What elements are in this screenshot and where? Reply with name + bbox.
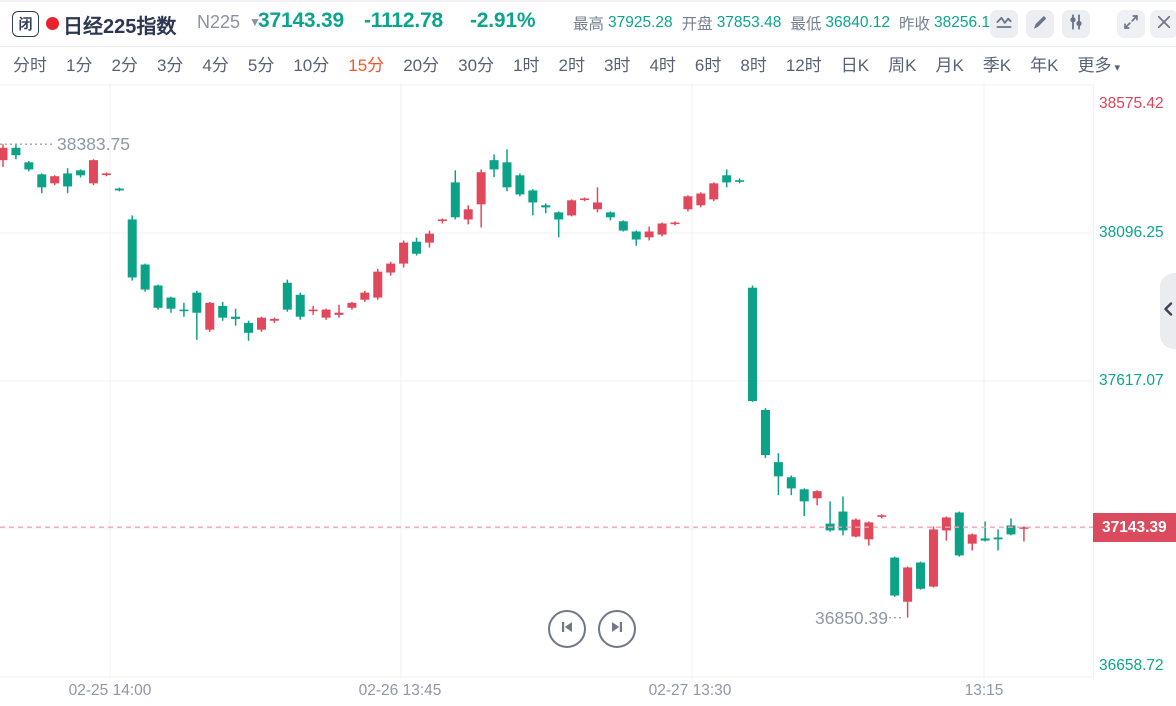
skip-forward-icon bbox=[607, 617, 627, 642]
axis-divider bbox=[1093, 83, 1094, 679]
tab-1时[interactable]: 1时 bbox=[513, 55, 540, 75]
tab-3分[interactable]: 3分 bbox=[156, 55, 184, 75]
tab-15分[interactable]: 15分 bbox=[348, 55, 385, 75]
session-high-annotation: 38383.75 bbox=[57, 134, 130, 155]
expand-icon bbox=[1122, 13, 1140, 36]
skip-backward-icon bbox=[557, 617, 577, 642]
x-axis-label-1: 02-26 13:45 bbox=[358, 682, 442, 699]
current-price: 37143.39 bbox=[258, 9, 344, 32]
side-panel-toggle[interactable] bbox=[1160, 273, 1176, 349]
draw-button[interactable] bbox=[1026, 10, 1054, 38]
tab-1分[interactable]: 1分 bbox=[66, 55, 93, 75]
tab-周K[interactable]: 周K bbox=[888, 55, 917, 75]
stat-label-3: 昨收 bbox=[899, 16, 931, 33]
interval-tabs: 分时 1分 2分 3分 4分 5分 10分 15分 20分 30分 1时 2时 3时 4时 6时 8时 12时日… bbox=[13, 46, 1173, 80]
tab-5分[interactable]: 5分 bbox=[247, 55, 275, 75]
tab-4时[interactable]: 4时 bbox=[649, 55, 676, 75]
y-axis-label-0: 38575.42 bbox=[1099, 95, 1164, 112]
stat-label-1: 开盘 bbox=[681, 16, 713, 33]
x-axis-label-0: 02-25 14:00 bbox=[68, 682, 152, 699]
replay-controls bbox=[548, 610, 636, 648]
tab-3时[interactable]: 3时 bbox=[603, 55, 631, 75]
tab-30分[interactable]: 30分 bbox=[458, 55, 495, 75]
index-symbol[interactable]: N225 bbox=[197, 12, 241, 32]
chart-style-button[interactable] bbox=[990, 10, 1018, 38]
tab-4分[interactable]: 4分 bbox=[202, 55, 229, 75]
indicator-button[interactable] bbox=[1062, 10, 1090, 38]
skip-to-end-button[interactable] bbox=[598, 610, 636, 648]
tab-2分[interactable]: 2分 bbox=[111, 55, 138, 75]
chart-canvas[interactable] bbox=[0, 83, 1093, 679]
tab-月K[interactable]: 月K bbox=[935, 55, 964, 75]
close-icon bbox=[1155, 13, 1173, 36]
tab-季K[interactable]: 季K bbox=[982, 55, 1012, 75]
header-bar: 闭 日经225指数 N225 ▼ 37143.39 -1112.78 -2.91… bbox=[0, 0, 1176, 47]
x-axis-label-3: 13:15 bbox=[964, 682, 1004, 699]
tab-6时[interactable]: 6时 bbox=[694, 55, 722, 75]
chevron-down-icon: ▾ bbox=[1114, 61, 1121, 74]
tab-12时[interactable]: 12时 bbox=[785, 55, 822, 75]
tab-10分[interactable]: 10分 bbox=[293, 55, 330, 75]
stat-label-2: 最低 bbox=[790, 16, 822, 33]
tab-2时[interactable]: 2时 bbox=[558, 55, 585, 75]
y-axis-label-3: 36658.72 bbox=[1099, 657, 1164, 674]
market-status-badge: 闭 bbox=[12, 11, 39, 37]
y-axis-label-2: 37617.07 bbox=[1099, 371, 1164, 389]
market-closed-dot-icon bbox=[46, 17, 59, 30]
header-stats: 最高 37925.28 开盘 37853.48 最低 36840.12 昨收 38256.17 bbox=[573, 2, 1008, 44]
x-axis-label-2: 02-27 13:30 bbox=[648, 682, 732, 699]
skip-to-start-button[interactable] bbox=[548, 610, 586, 648]
tab-年K[interactable]: 年K bbox=[1030, 55, 1059, 75]
stat-label-0: 最高 bbox=[573, 16, 605, 33]
last-price-badge: 37143.39 bbox=[1093, 512, 1176, 542]
price-change: -1112.78 bbox=[364, 9, 443, 32]
tab-分时[interactable]: 分时 bbox=[13, 55, 47, 75]
tab-日K[interactable]: 日K bbox=[840, 55, 870, 75]
pencil-icon bbox=[1031, 13, 1049, 36]
candles-indicator-icon bbox=[1067, 13, 1085, 36]
fullscreen-button[interactable] bbox=[1117, 10, 1145, 38]
trend-line-icon bbox=[994, 12, 1014, 37]
tab-20分[interactable]: 20分 bbox=[403, 55, 440, 75]
index-title: 日经225指数 bbox=[63, 16, 177, 38]
tab-8时[interactable]: 8时 bbox=[740, 55, 767, 75]
stat-value-3: 38256.17 bbox=[934, 14, 999, 31]
stat-value-2: 36840.12 bbox=[825, 14, 891, 31]
price-change-percent: -2.91% bbox=[470, 9, 536, 32]
y-axis-label-1: 38096.25 bbox=[1099, 223, 1164, 241]
chevron-down-icon[interactable]: ▼ bbox=[249, 15, 261, 29]
close-button[interactable] bbox=[1150, 10, 1176, 38]
stat-value-0: 37925.28 bbox=[608, 14, 673, 31]
chevron-left-icon bbox=[1163, 301, 1173, 321]
session-low-annotation: 36850.39 bbox=[815, 607, 888, 628]
tab-更多[interactable]: 更多 ▾ bbox=[1077, 55, 1121, 75]
stat-value-1: 37853.48 bbox=[716, 14, 782, 31]
